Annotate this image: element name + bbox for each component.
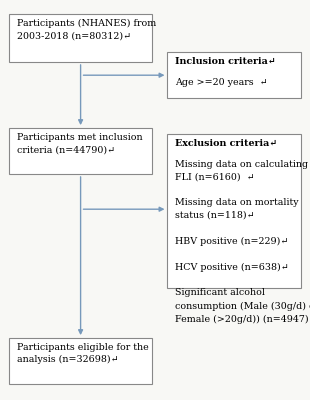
- Text: Missing data on calculating
FLI (n=6160)  ↵

Missing data on mortality
status (n: Missing data on calculating FLI (n=6160)…: [175, 160, 310, 324]
- FancyBboxPatch shape: [9, 14, 152, 62]
- FancyBboxPatch shape: [9, 128, 152, 174]
- Text: Inclusion criteria↵: Inclusion criteria↵: [175, 57, 276, 66]
- FancyBboxPatch shape: [167, 52, 301, 98]
- FancyBboxPatch shape: [167, 134, 301, 288]
- Text: Participants met inclusion
criteria (n=44790)↵: Participants met inclusion criteria (n=4…: [17, 133, 143, 154]
- Text: Age >=20 years  ↵: Age >=20 years ↵: [175, 78, 268, 87]
- FancyBboxPatch shape: [9, 338, 152, 384]
- Text: Participants eligible for the
analysis (n=32698)↵: Participants eligible for the analysis (…: [17, 343, 149, 364]
- Text: Exclusion criteria↵: Exclusion criteria↵: [175, 139, 277, 148]
- Text: Participants (NHANES) from
2003-2018 (n=80312)↵: Participants (NHANES) from 2003-2018 (n=…: [17, 19, 156, 40]
